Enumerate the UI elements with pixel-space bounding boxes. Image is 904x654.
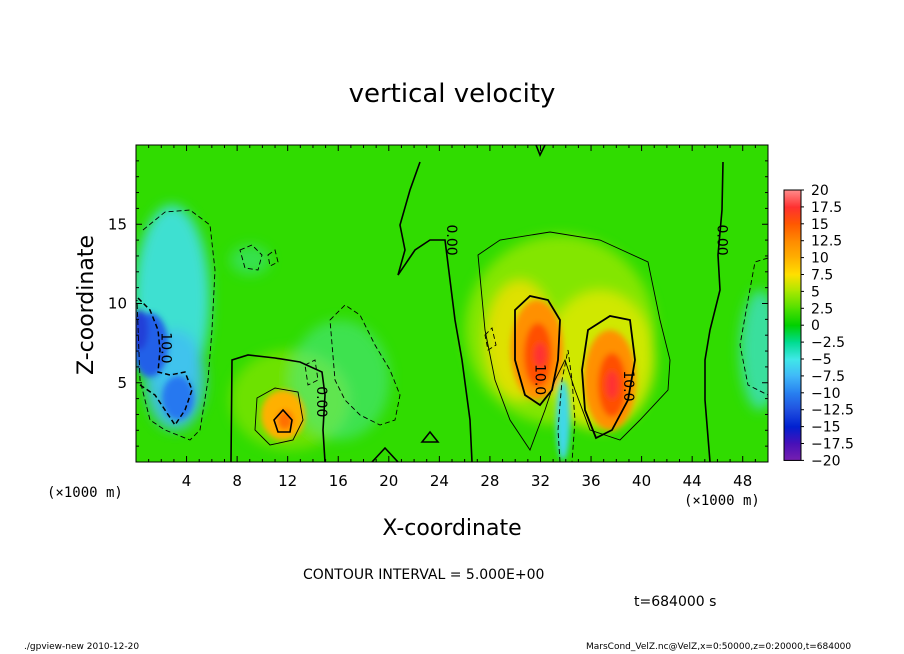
contour-neg-five	[484, 327, 497, 351]
contour-label: 0.00	[713, 225, 729, 256]
colorbar-segment	[784, 325, 801, 343]
colorbar-segment	[784, 359, 801, 377]
contour-labels: 10.0 0.00 0.00 10.0 10.0 0.00	[157, 225, 729, 418]
colorbar-label: −17.5	[811, 437, 854, 453]
x-tick-label: 24	[430, 472, 449, 490]
contour-neg-five	[557, 349, 576, 462]
x-tick-label: 48	[733, 472, 752, 490]
contour-zero	[230, 354, 326, 462]
colorbar-segment	[784, 240, 801, 259]
contour-neg-ten	[137, 297, 193, 427]
colorbar-segment	[784, 257, 801, 275]
contour-five	[477, 231, 671, 451]
contour-ten	[514, 295, 561, 407]
contour-label: 10.0	[157, 332, 173, 363]
x-tick-label: 28	[480, 472, 499, 490]
colorbar-segment	[784, 409, 801, 428]
colorbar-segment	[784, 190, 801, 208]
contour-neg-five	[267, 249, 279, 267]
chart-title: vertical velocity	[349, 79, 556, 109]
x-tick-label: 40	[632, 472, 651, 490]
colorbar-label: 20	[811, 183, 829, 199]
updraft-core	[606, 371, 618, 399]
contour-neg-five	[739, 257, 768, 396]
contour-label: 0.00	[443, 225, 459, 256]
contour-neg-five	[304, 359, 319, 386]
contour-five	[254, 387, 304, 446]
contour-ten	[273, 408, 293, 433]
y-tick-label: 15	[108, 215, 127, 233]
updraft-core	[534, 343, 546, 367]
colorbar-label: −10	[811, 386, 841, 402]
colorbar-label: 2.5	[811, 301, 833, 317]
footer-right: MarsCond_VelZ.nc@VelZ,x=0:50000,z=0:2000…	[586, 642, 852, 652]
colorbar-label: 7.5	[811, 268, 833, 284]
contour-zero	[371, 446, 399, 462]
colorbar-segment	[784, 426, 801, 444]
colorbar-segment	[784, 308, 801, 326]
x-tick-label: 36	[581, 472, 600, 490]
x-unit-label: (×1000 m)	[684, 493, 760, 509]
velocity-field: 10.0 0.00 0.00 10.0 10.0 0.00	[136, 145, 768, 462]
x-tick-label: 12	[278, 472, 297, 490]
colorbar-label: 0	[811, 318, 820, 334]
field-patch	[290, 320, 390, 440]
y-tick-label: 5	[117, 374, 127, 392]
colorbar-label: 15	[811, 217, 829, 233]
contour-label: 0.00	[313, 386, 329, 417]
updraft-core	[277, 410, 293, 430]
time-label: t=684000 s	[634, 594, 717, 610]
colorbar-segment	[784, 443, 801, 461]
x-tick-label: 44	[683, 472, 702, 490]
x-unit-label: (×1000 m)	[47, 485, 123, 501]
contour-label: 10.0	[531, 364, 547, 395]
contour-interval-text: CONTOUR INTERVAL = 5.000E+00	[303, 567, 545, 583]
footer-left: ./gpview-new 2010-12-20	[24, 642, 140, 652]
colorbar-segment	[784, 375, 801, 394]
x-tick-label: 32	[531, 472, 550, 490]
x-axis: 4 8 12 16 20 24 28 32 36 40 44 48	[148, 145, 756, 490]
contour-zero	[420, 430, 440, 443]
x-tick-label: 4	[182, 472, 192, 490]
colorbar-label: 12.5	[811, 234, 842, 250]
contour-zero	[397, 161, 473, 462]
colorbar-label: −12.5	[811, 403, 854, 419]
x-tick-label: 20	[379, 472, 398, 490]
field-patch	[740, 290, 768, 410]
colorbar-segment	[784, 291, 801, 309]
colorbar-label: −20	[811, 453, 841, 469]
colorbar-label: 17.5	[811, 200, 842, 216]
colorbar-segment	[784, 342, 801, 360]
colorbar-label: −15	[811, 420, 841, 436]
y-axis-title: Z-coordinate	[74, 235, 99, 375]
x-axis-title: X-coordinate	[382, 516, 521, 541]
x-tick-label: 8	[232, 472, 242, 490]
colorbar-segment	[784, 274, 801, 292]
colorbar-label: −7.5	[811, 369, 845, 385]
contour-label: 10.0	[620, 370, 636, 401]
contour-ten	[581, 315, 636, 440]
contour-lines	[136, 145, 768, 462]
colorbar-label: −2.5	[811, 335, 845, 351]
contour-neg-five	[136, 209, 216, 441]
contour-neg-five	[329, 304, 401, 426]
y-tick-label: 10	[108, 295, 127, 313]
y-axis: 5 10 15	[108, 160, 768, 447]
downdraft-core	[556, 380, 570, 460]
field-patch	[230, 245, 270, 275]
contour-zero	[704, 161, 724, 462]
colorbar-segment	[784, 206, 801, 225]
contour-zero	[535, 145, 546, 157]
x-tick-label: 16	[329, 472, 348, 490]
colorbar-label: 10	[811, 251, 829, 267]
downdraft-core	[136, 310, 148, 350]
contour-neg-five	[239, 244, 263, 271]
colorbar-label: 5	[811, 284, 820, 300]
colorbar-label: −5	[811, 352, 832, 368]
colorbar-segment	[784, 392, 801, 411]
colorbar-segment	[784, 223, 801, 242]
colorbar: 2017.51512.5107.552.50−2.5−5−7.5−10−12.5…	[783, 183, 854, 469]
